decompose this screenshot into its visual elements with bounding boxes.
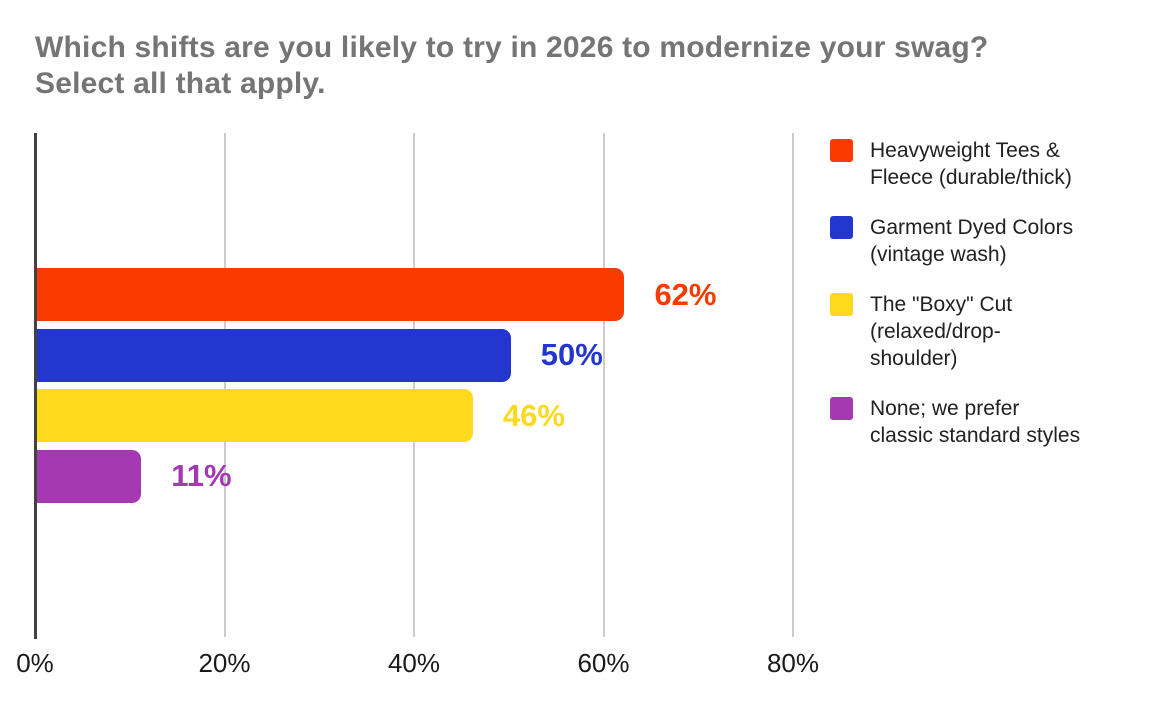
- legend-swatch-icon: [830, 216, 853, 239]
- bar-value-label: 46%: [502, 397, 565, 433]
- legend-label: Heavyweight Tees & Fleece (durable/thick…: [870, 139, 1072, 189]
- legend: Heavyweight Tees & Fleece (durable/thick…: [830, 137, 1130, 472]
- x-tick-label: 0%: [16, 648, 54, 678]
- chart-title: Which shifts are you likely to try in 20…: [35, 31, 989, 100]
- bar-garment-dyed: [37, 328, 511, 382]
- bar-none: [37, 449, 142, 503]
- x-tick-label: 60%: [577, 648, 630, 678]
- gridline-60: [602, 133, 605, 637]
- bar-value-label: 50%: [540, 337, 603, 372]
- legend-swatch-icon: [830, 293, 853, 316]
- legend-label: Garment Dyed Colors (vintage wash): [870, 216, 1074, 266]
- legend-swatch-icon: [830, 139, 853, 162]
- y-axis-line: [34, 133, 37, 639]
- bar-value-label: 11%: [171, 458, 232, 493]
- x-tick-label: 80%: [766, 648, 820, 678]
- gridline-40: [413, 133, 415, 637]
- bar-heavyweight: [37, 268, 625, 321]
- x-axis: 0% 20% 40% 60% 80%: [0, 648, 1154, 682]
- plot-area: 62% 50% 46% 11%: [34, 133, 815, 639]
- legend-item-garment-dyed: Garment Dyed Colors (vintage wash): [830, 214, 1130, 268]
- gridline-80: [792, 133, 794, 637]
- gridline-20: [223, 133, 226, 637]
- legend-label: The "Boxy" Cut (relaxed/drop- shoulder): [870, 293, 1013, 370]
- legend-item-boxy-cut: The "Boxy" Cut (relaxed/drop- shoulder): [830, 291, 1130, 372]
- x-tick-label: 20%: [198, 648, 251, 678]
- legend-label: None; we prefer classic standard styles: [870, 397, 1081, 447]
- legend-item-heavyweight: Heavyweight Tees & Fleece (durable/thick…: [830, 137, 1130, 191]
- bar-boxy-cut: [37, 389, 473, 442]
- bar-value-label: 62%: [654, 276, 717, 312]
- legend-swatch-icon: [830, 397, 853, 420]
- x-tick-label: 40%: [387, 648, 441, 678]
- legend-item-none: None; we prefer classic standard styles: [830, 395, 1130, 449]
